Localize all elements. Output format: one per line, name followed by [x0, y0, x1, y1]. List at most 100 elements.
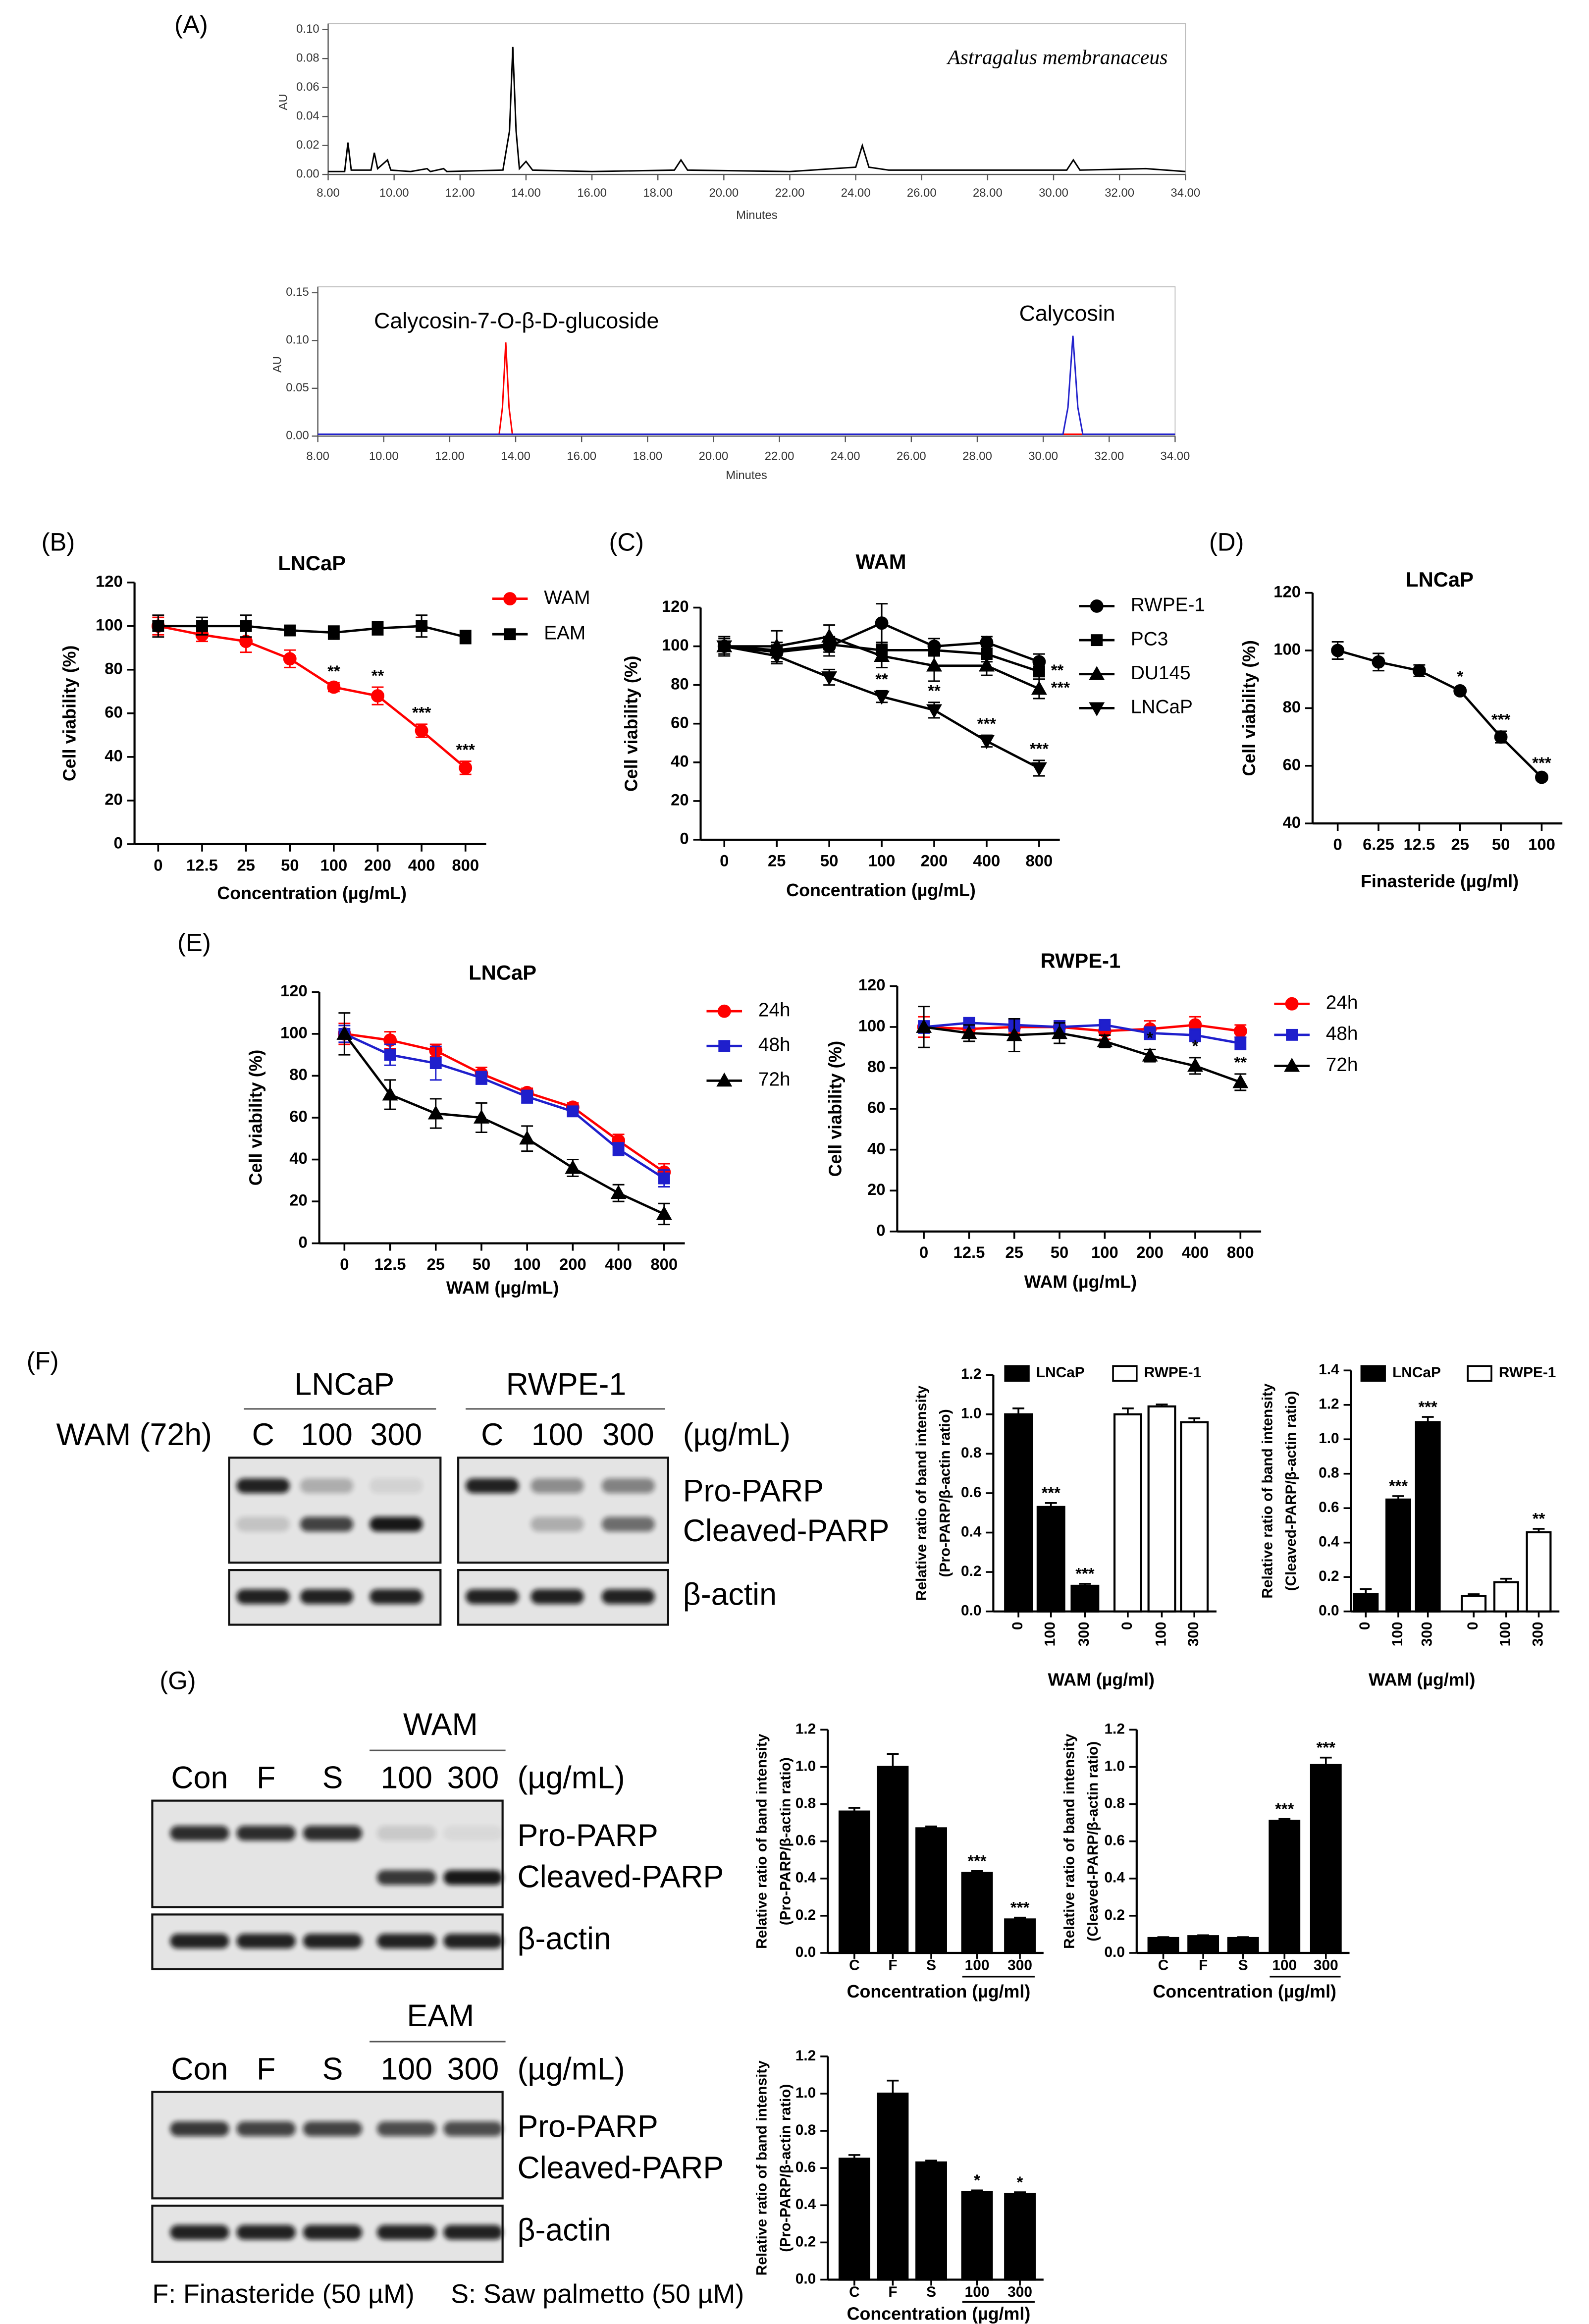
x-tick-label: 25	[237, 856, 255, 874]
x-tick-label: 400	[408, 856, 435, 874]
legend-marker	[503, 592, 517, 605]
unit-label: (µg/mL)	[517, 2052, 625, 2086]
blot-band	[303, 2121, 363, 2137]
y-axis-label: (Pro-PARP/β-actin ratio)	[937, 1409, 953, 1577]
x-tick-label: 800	[452, 856, 479, 874]
marker	[519, 1130, 535, 1145]
series-line	[923, 1022, 1241, 1045]
x-tick-label: 12.5	[374, 1255, 406, 1273]
y-axis-label: (Pro-PARP/β-actin ratio)	[777, 1757, 794, 1925]
marker	[1099, 1019, 1111, 1031]
error-bar	[1237, 1936, 1249, 1938]
blot-band	[376, 2121, 436, 2137]
error-bar	[1079, 1583, 1091, 1586]
group-label: LNCaP	[294, 1367, 394, 1402]
treatment-label: WAM (72h)	[56, 1417, 212, 1452]
x-tick-label: 300	[1007, 1957, 1032, 1974]
y-tick-label: 0.6	[961, 1484, 981, 1501]
bar	[877, 1766, 909, 1954]
marker	[1187, 1057, 1203, 1072]
legend-label: 48h	[1326, 1023, 1358, 1044]
blot-band	[443, 1934, 503, 1949]
marker	[716, 640, 733, 655]
x-tick-label: 6.25	[1363, 835, 1394, 854]
bar	[1004, 1918, 1036, 1954]
marker	[371, 622, 384, 635]
y-tick-label: 1.2	[961, 1366, 981, 1382]
y-tick-label: 0.02	[296, 138, 319, 152]
significance: ***	[1317, 1738, 1336, 1756]
x-tick-label: 100	[1389, 1622, 1406, 1647]
marker	[196, 620, 208, 632]
marker	[473, 1109, 489, 1124]
band-label: Pro-PARP	[517, 1818, 658, 1853]
y-axis-label: Cell viability (%)	[622, 655, 641, 792]
y-tick-label: 0.8	[1104, 1795, 1124, 1811]
y-tick-label: 0.2	[1319, 1568, 1339, 1584]
marker	[916, 1019, 932, 1033]
y-tick-label: 0.2	[795, 2233, 816, 2250]
y-tick-label: 0.08	[296, 51, 319, 64]
x-tick-label: 34.00	[1161, 449, 1190, 463]
marker	[612, 1143, 625, 1155]
marker	[1453, 684, 1467, 698]
x-tick-label: 8.00	[306, 449, 329, 463]
error-bar	[1422, 1416, 1434, 1422]
band-label: Pro-PARP	[517, 2109, 658, 2144]
x-tick-label: 18.00	[633, 449, 662, 463]
blot-membrane	[151, 1799, 504, 1908]
blot-membrane	[151, 2091, 504, 2200]
marker	[327, 680, 341, 694]
error-bar	[971, 1870, 983, 1873]
blot-band	[370, 1478, 423, 1493]
y-tick-label: 0.8	[1319, 1465, 1339, 1481]
lane-label: C	[481, 1417, 503, 1452]
x-tick-label: 16.00	[577, 186, 607, 200]
y-tick-label: 80	[867, 1057, 886, 1076]
y-tick-label: 0.4	[795, 1870, 816, 1886]
footnote: F: Finasteride (50 µM)	[152, 2279, 414, 2309]
treatment-label: EAM	[407, 1999, 474, 2033]
chart-title: LNCaP	[278, 551, 346, 575]
bar	[838, 1810, 870, 1954]
blot-band	[376, 2225, 436, 2240]
legend-marker	[718, 1040, 731, 1052]
marker	[415, 724, 428, 738]
significance: *	[1457, 667, 1463, 685]
x-tick-label: 100	[1528, 835, 1555, 854]
significance: ***	[1532, 754, 1551, 772]
legend-label: EAM	[544, 622, 585, 644]
significance: *	[1192, 1037, 1199, 1055]
group-label: RWPE-1	[506, 1367, 627, 1402]
lane-label: S	[322, 1760, 343, 1795]
y-tick-label: 20	[867, 1180, 886, 1198]
significance: ***	[1051, 678, 1070, 697]
bar	[1269, 1820, 1301, 1954]
x-tick-label: 26.00	[907, 186, 937, 200]
marker	[382, 1086, 398, 1101]
y-tick-label: 100	[280, 1024, 308, 1042]
x-tick-label: 0	[720, 851, 729, 869]
y-axis-label: Cell viability (%)	[246, 1050, 266, 1186]
blot-band	[236, 1934, 296, 1949]
y-tick-label: 80	[289, 1065, 308, 1083]
x-tick-label: 800	[1025, 851, 1053, 869]
error-bar	[925, 1825, 937, 1829]
x-tick-label: 20.00	[699, 449, 729, 463]
x-tick-label: 10.00	[369, 449, 399, 463]
y-tick-label: 0.4	[961, 1523, 982, 1540]
error-bar	[1121, 1407, 1134, 1414]
y-tick-label: 0.4	[795, 2196, 816, 2213]
blot-band	[530, 1516, 584, 1532]
marker	[1031, 762, 1047, 776]
bar	[1461, 1595, 1487, 1613]
y-tick-label: 0.10	[286, 333, 309, 347]
marker	[1052, 1025, 1068, 1039]
y-tick-label: 0.10	[296, 22, 319, 36]
x-tick-label: 100	[1272, 1957, 1297, 1974]
blot-band	[530, 1478, 584, 1493]
band-label: β-actin	[517, 1922, 611, 1956]
y-tick-label: 1.0	[961, 1405, 981, 1422]
legend-label: WAM	[544, 587, 590, 608]
chart-title: LNCaP	[469, 961, 536, 984]
